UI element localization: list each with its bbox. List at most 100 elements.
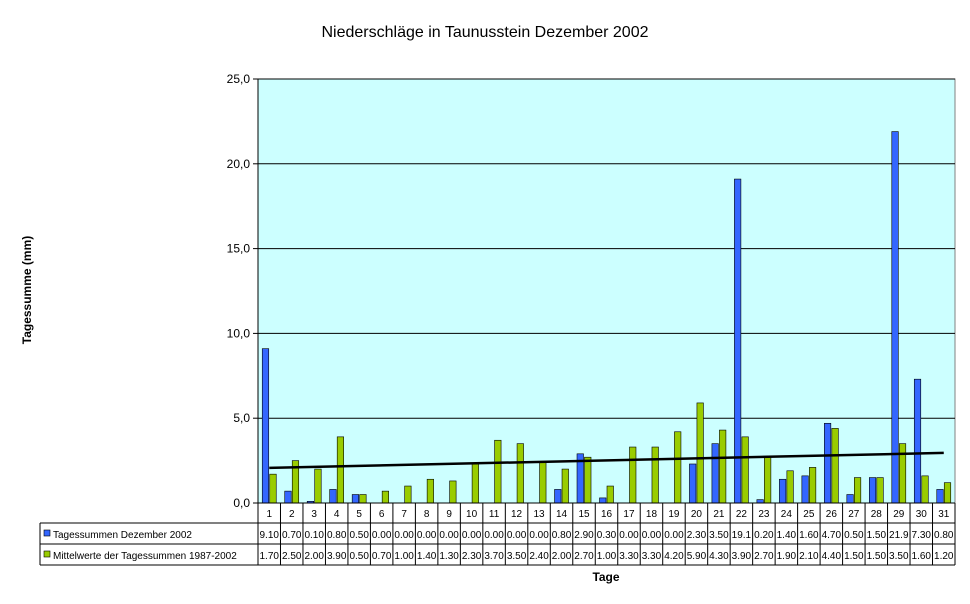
bar-mittelwert <box>921 475 929 504</box>
y-tick-label: 20,0 <box>227 157 251 171</box>
legend-label-mittelwert: Mittelwerte der Tagessummen 1987-2002 <box>53 551 237 562</box>
category-label: 27 <box>848 509 860 520</box>
bar-mittelwert <box>854 477 862 504</box>
table-cell-mittelwert: 1.90 <box>777 551 797 562</box>
table-cell-mittelwert: 3.50 <box>507 551 527 562</box>
table-cell-tagessumme: 0.80 <box>327 530 347 541</box>
category-label: 16 <box>601 509 613 520</box>
table-cell-mittelwert: 2.00 <box>304 551 324 562</box>
category-label: 20 <box>691 509 703 520</box>
category-label: 6 <box>379 509 385 520</box>
category-label: 11 <box>489 509 500 520</box>
table-cell-mittelwert: 5.90 <box>687 551 707 562</box>
legend-label-tagessumme: Tagessummen Dezember 2002 <box>53 530 192 541</box>
bar-mittelwert <box>943 482 952 504</box>
table-cell-mittelwert: 1.00 <box>597 551 617 562</box>
category-label: 25 <box>803 509 815 520</box>
bar-mittelwert <box>629 446 637 504</box>
category-label: 3 <box>311 509 317 520</box>
table-cell-tagessumme: 7.30 <box>912 530 932 541</box>
category-label: 23 <box>758 509 770 520</box>
bar-mittelwert <box>876 477 884 504</box>
y-axis-label: Tagessumme (mm) <box>20 236 34 344</box>
table-cell-mittelwert: 1.50 <box>867 551 887 562</box>
table-cell-mittelwert: 3.90 <box>732 551 752 562</box>
table-cell-tagessumme: 2.30 <box>687 530 707 541</box>
table-cell-mittelwert: 3.30 <box>619 551 639 562</box>
table-cell-tagessumme: 0.20 <box>754 530 774 541</box>
table-cell-mittelwert: 2.70 <box>574 551 594 562</box>
table-cell-tagessumme: 0.10 <box>304 530 324 541</box>
bar-mittelwert <box>314 468 322 504</box>
table-cell-mittelwert: 0.50 <box>349 551 369 562</box>
bar-mittelwert <box>696 402 704 504</box>
category-label: 8 <box>424 509 430 520</box>
plot-area <box>257 78 956 504</box>
table-cell-mittelwert: 2.00 <box>552 551 572 562</box>
bar-tagessumme <box>824 422 832 504</box>
category-label: 13 <box>533 509 545 520</box>
table-cell-mittelwert: 3.70 <box>484 551 504 562</box>
table-cell-tagessumme: 1.40 <box>777 530 797 541</box>
bar-tagessumme <box>936 489 944 504</box>
table-cell-mittelwert: 1.60 <box>912 551 932 562</box>
table-cell-mittelwert: 1.20 <box>934 551 954 562</box>
category-label: 9 <box>446 509 452 520</box>
table-cell-tagessumme: 21.9 <box>889 530 909 541</box>
category-label: 1 <box>266 509 272 520</box>
table-cell-tagessumme: 0.00 <box>507 530 527 541</box>
legend-key-mittelwert <box>43 550 51 558</box>
table-cell-mittelwert: 3.30 <box>642 551 662 562</box>
table-cell-mittelwert: 3.50 <box>889 551 909 562</box>
bar-mittelwert <box>336 436 344 504</box>
bar-mittelwert <box>741 436 749 504</box>
legend-key-tagessumme <box>43 529 51 537</box>
bar-tagessumme <box>734 178 742 504</box>
category-label: 7 <box>401 509 407 520</box>
bar-tagessumme <box>351 494 359 504</box>
bar-tagessumme <box>801 475 809 504</box>
bar-tagessumme <box>846 494 854 504</box>
table-cell-mittelwert: 2.10 <box>799 551 819 562</box>
bar-tagessumme <box>554 489 562 504</box>
table-cell-tagessumme: 2.90 <box>574 530 594 541</box>
category-label: 29 <box>893 509 905 520</box>
table-cell-tagessumme: 0.30 <box>597 530 617 541</box>
category-label: 26 <box>826 509 838 520</box>
bar-mittelwert <box>831 428 839 504</box>
table-cell-mittelwert: 4.40 <box>822 551 842 562</box>
bar-mittelwert <box>561 468 569 504</box>
table-cell-tagessumme: 0.80 <box>552 530 572 541</box>
category-label: 15 <box>578 509 590 520</box>
category-label: 24 <box>781 509 793 520</box>
bar-mittelwert <box>719 429 727 504</box>
bar-tagessumme <box>756 499 764 504</box>
bar-mittelwert <box>449 480 457 504</box>
table-cell-tagessumme: 0.00 <box>484 530 504 541</box>
bar-mittelwert <box>651 446 659 504</box>
category-label: 5 <box>356 509 362 520</box>
table-cell-tagessumme: 0.50 <box>844 530 864 541</box>
category-label: 30 <box>916 509 928 520</box>
table-cell-mittelwert: 4.20 <box>664 551 684 562</box>
category-label: 12 <box>511 509 523 520</box>
bar-tagessumme <box>779 478 787 504</box>
bar-tagessumme <box>711 443 719 504</box>
bar-mittelwert <box>764 456 772 504</box>
table-cell-tagessumme: 1.60 <box>799 530 819 541</box>
table-cell-mittelwert: 1.70 <box>260 551 280 562</box>
table-cell-tagessumme: 0.00 <box>417 530 437 541</box>
table-cell-tagessumme: 19.1 <box>732 530 752 541</box>
table-cell-tagessumme: 3.50 <box>709 530 729 541</box>
y-tick-label: 15,0 <box>227 242 251 256</box>
table-cell-tagessumme: 0.70 <box>282 530 302 541</box>
chart-title: Niederschläge in Taunusstein Dezember 20… <box>321 24 648 41</box>
table-cell-mittelwert: 2.30 <box>462 551 482 562</box>
table-cell-tagessumme: 0.00 <box>642 530 662 541</box>
table-cell-mittelwert: 3.90 <box>327 551 347 562</box>
bar-mittelwert <box>516 443 524 504</box>
category-label: 14 <box>556 509 568 520</box>
category-label: 22 <box>736 509 748 520</box>
category-label: 2 <box>289 509 295 520</box>
